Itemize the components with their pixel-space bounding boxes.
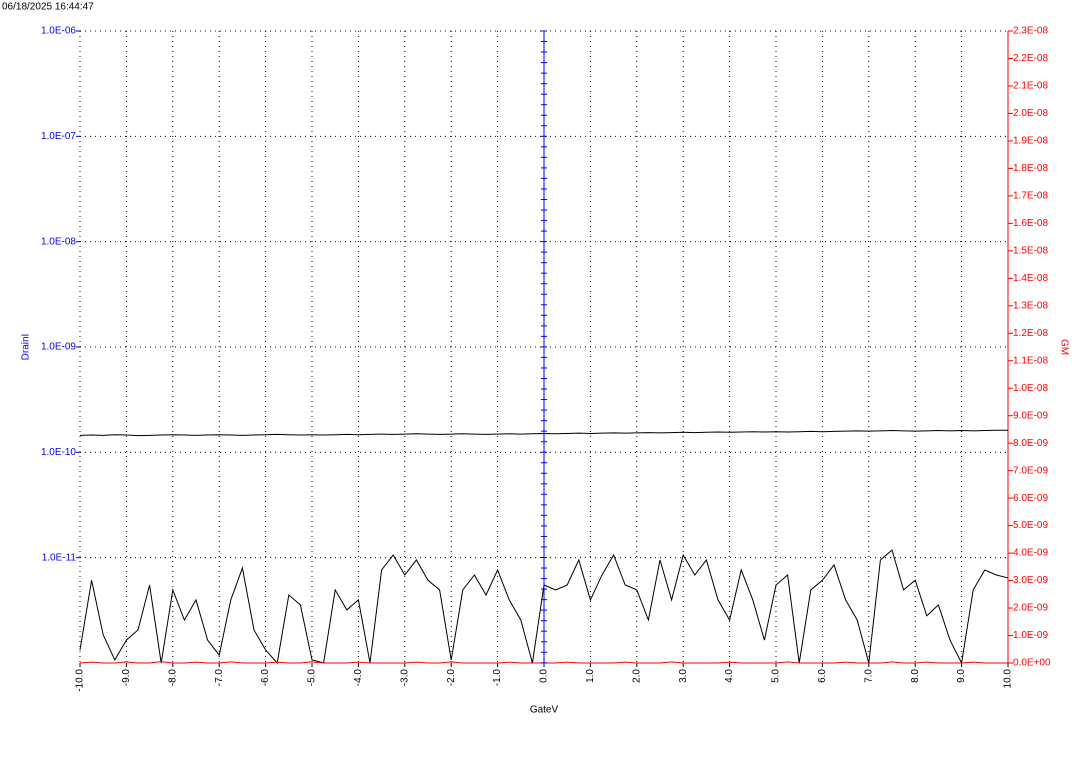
x-tick-label: 9.0 — [956, 669, 967, 683]
y2-tick-label: 2.3E-08 — [1013, 26, 1048, 37]
y2-tick-label: 2.0E-08 — [1013, 108, 1048, 119]
x-tick-label: -5.0 — [307, 669, 318, 687]
x-tick-label: 4.0 — [724, 669, 735, 683]
y2-tick-label: 5.0E-09 — [1013, 520, 1048, 531]
x-tick-label: -1.0 — [492, 669, 503, 687]
y2-tick-label: 2.0E-09 — [1013, 603, 1048, 614]
x-tick-label: -3.0 — [399, 669, 410, 687]
y2-tick-label: 1.6E-08 — [1013, 218, 1048, 229]
y2-tick-label: 6.0E-09 — [1013, 493, 1048, 504]
y-axis-title: DrainI — [21, 334, 32, 361]
x-tick-label: 2.0 — [631, 669, 642, 683]
y2-tick-label: 0.0E+00 — [1013, 658, 1051, 669]
y-tick-label: 1.0E-11 — [42, 552, 77, 563]
x-axis-title: GateV — [530, 705, 559, 716]
y2-tick-label: 1.0E-09 — [1013, 630, 1048, 641]
y2-tick-label: 1.2E-08 — [1013, 328, 1048, 339]
y2-tick-label: 1.7E-08 — [1013, 191, 1048, 202]
y-tick-label: 1.0E-09 — [41, 342, 76, 353]
y2-tick-label: 9.0E-09 — [1013, 410, 1048, 421]
x-tick-label: -4.0 — [353, 669, 364, 687]
y2-tick-label: 1.5E-08 — [1013, 245, 1048, 256]
y2-tick-label: 1.1E-08 — [1013, 355, 1048, 366]
y2-tick-label: 2.2E-08 — [1013, 53, 1048, 64]
timestamp: 06/18/2025 16:44:47 — [2, 2, 94, 13]
x-tick-label: -8.0 — [167, 669, 178, 687]
x-tick-label: 8.0 — [910, 669, 921, 683]
x-tick-label: -2.0 — [446, 669, 457, 687]
x-tick-label: -7.0 — [214, 669, 225, 687]
x-tick-label: 5.0 — [771, 669, 782, 683]
y2-axis-title: GM — [1058, 339, 1069, 355]
x-tick-label: 3.0 — [678, 669, 689, 683]
x-tick-label: -9.0 — [121, 669, 132, 687]
x-tick-label: -10.0 — [75, 669, 86, 692]
y2-tick-label: 1.0E-08 — [1013, 383, 1048, 394]
y2-tick-label: 2.1E-08 — [1013, 81, 1048, 92]
x-tick-label: 7.0 — [863, 669, 874, 683]
x-tick-label: 1.0 — [585, 669, 596, 683]
x-tick-label: 10.0 — [1003, 669, 1014, 689]
y2-tick-label: 4.0E-09 — [1013, 548, 1048, 559]
y2-tick-label: 3.0E-09 — [1013, 575, 1048, 586]
x-tick-label: -6.0 — [260, 669, 271, 687]
y2-tick-label: 1.4E-08 — [1013, 273, 1048, 284]
y2-tick-label: 1.9E-08 — [1013, 136, 1048, 147]
y2-tick-label: 1.8E-08 — [1013, 163, 1048, 174]
y-tick-label: 1.0E-06 — [41, 26, 76, 37]
y-tick-label: 1.0E-10 — [41, 447, 76, 458]
y2-tick-label: 8.0E-09 — [1013, 438, 1048, 449]
x-tick-label: 6.0 — [817, 669, 828, 683]
x-tick-label: 0.0 — [539, 669, 550, 683]
y2-tick-label: 7.0E-09 — [1013, 465, 1048, 476]
cursor — [541, 30, 547, 664]
y2-tick-label: 1.3E-08 — [1013, 300, 1048, 311]
y-tick-label: 1.0E-08 — [41, 236, 76, 247]
y-tick-label: 1.0E-07 — [41, 131, 76, 142]
